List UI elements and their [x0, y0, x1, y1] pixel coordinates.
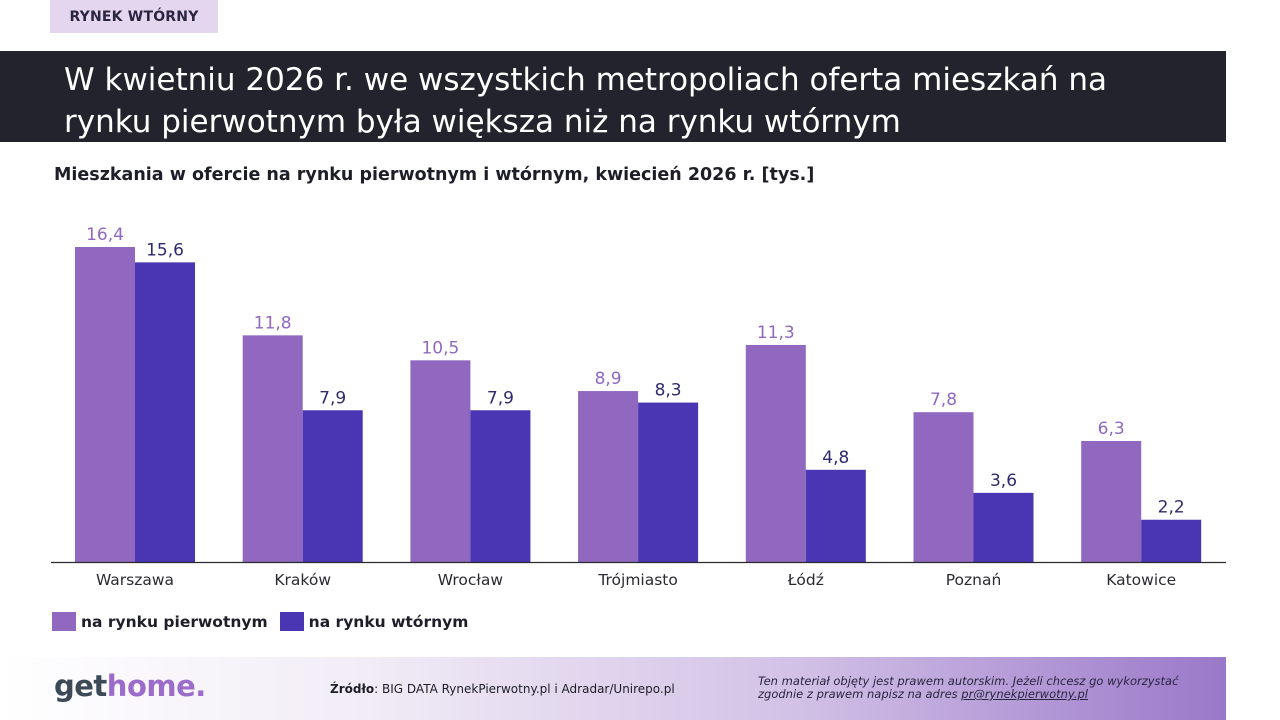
bar-primary-5: [913, 412, 974, 562]
source-label: Źródło: [330, 682, 375, 696]
x-tick-label-3: Trójmiasto: [597, 571, 678, 589]
bar-primary-6: [1081, 440, 1142, 562]
footer: gethome. Źródło: BIG DATA RynekPierwotny…: [0, 657, 1226, 720]
legend-item-secondary: na rynku wtórnym: [279, 612, 469, 631]
gethome-logo: gethome.: [54, 669, 206, 703]
bar-secondary-5: [973, 492, 1034, 562]
data-label-primary-2: 10,5: [421, 338, 459, 358]
data-label-primary-3: 8,9: [595, 369, 622, 389]
bar-secondary-3: [638, 402, 699, 562]
logo-part-home: home.: [106, 669, 206, 703]
legend-item-primary: na rynku pierwotnym: [52, 612, 268, 631]
chart-legend: na rynku pierwotnym na rynku wtórnym: [52, 612, 480, 631]
bar-secondary-0: [135, 262, 195, 562]
chart-title: Mieszkania w ofercie na rynku pierwotnym…: [54, 165, 815, 185]
data-label-secondary-1: 7,9: [319, 388, 346, 408]
bar-chart: 16,4 15,6 Warszawa 11,8 7,9 Kraków 10,5 7,9 Wroc…: [51, 225, 1226, 589]
data-label-secondary-2: 7,9: [487, 388, 514, 408]
data-label-secondary-4: 4,8: [822, 448, 849, 468]
data-label-secondary-6: 2,2: [1158, 498, 1185, 518]
x-tick-label-1: Kraków: [274, 571, 331, 589]
x-tick-label-4: Łódź: [787, 571, 824, 589]
legend-label-secondary: na rynku wtórnym: [308, 612, 469, 631]
bar-primary-1: [242, 335, 303, 562]
data-label-secondary-5: 3,6: [990, 471, 1017, 491]
x-tick-label-2: Wrocław: [438, 571, 504, 589]
bar-secondary-6: [1141, 519, 1202, 562]
data-label-secondary-3: 8,3: [655, 381, 682, 401]
x-tick-label-0: Warszawa: [96, 571, 174, 589]
bar-primary-2: [410, 360, 471, 562]
bar-secondary-2: [470, 410, 531, 562]
data-label-primary-6: 6,3: [1098, 419, 1125, 439]
data-label-primary-1: 11,8: [254, 313, 292, 333]
data-label-primary-0: 16,4: [86, 225, 124, 245]
x-tick-label-5: Poznań: [946, 571, 1002, 589]
logo-part-get: get: [54, 669, 107, 703]
legend-swatch-primary: [52, 612, 76, 631]
copyright-text: Ten materiał objęty jest prawem autorski…: [758, 674, 1179, 701]
data-label-secondary-0: 15,6: [146, 240, 184, 260]
bar-primary-0: [75, 247, 135, 562]
bar-secondary-4: [805, 469, 866, 562]
bar-primary-4: [745, 344, 806, 562]
x-tick-label-6: Katowice: [1106, 571, 1176, 589]
source-text: : BIG DATA RynekPierwotny.pl i Adradar/U…: [374, 682, 675, 696]
copyright-email-link[interactable]: pr@rynekpierwotny.pl: [961, 687, 1088, 701]
data-label-primary-4: 11,3: [757, 323, 795, 343]
legend-label-primary: na rynku pierwotnym: [81, 612, 268, 631]
copyright-note: Ten materiał objęty jest prawem autorski…: [758, 675, 1208, 701]
bar-secondary-1: [302, 410, 363, 562]
bar-primary-3: [578, 391, 639, 562]
section-tag: RYNEK WTÓRNY: [50, 0, 218, 33]
legend-swatch-secondary: [279, 612, 304, 631]
data-label-primary-5: 7,8: [930, 390, 957, 410]
page-title: W kwietniu 2026 r. we wszystkich metropo…: [64, 62, 1108, 140]
header-banner: W kwietniu 2026 r. we wszystkich metropo…: [0, 51, 1226, 142]
source-note: Źródło: BIG DATA RynekPierwotny.pl i Adr…: [330, 682, 675, 696]
